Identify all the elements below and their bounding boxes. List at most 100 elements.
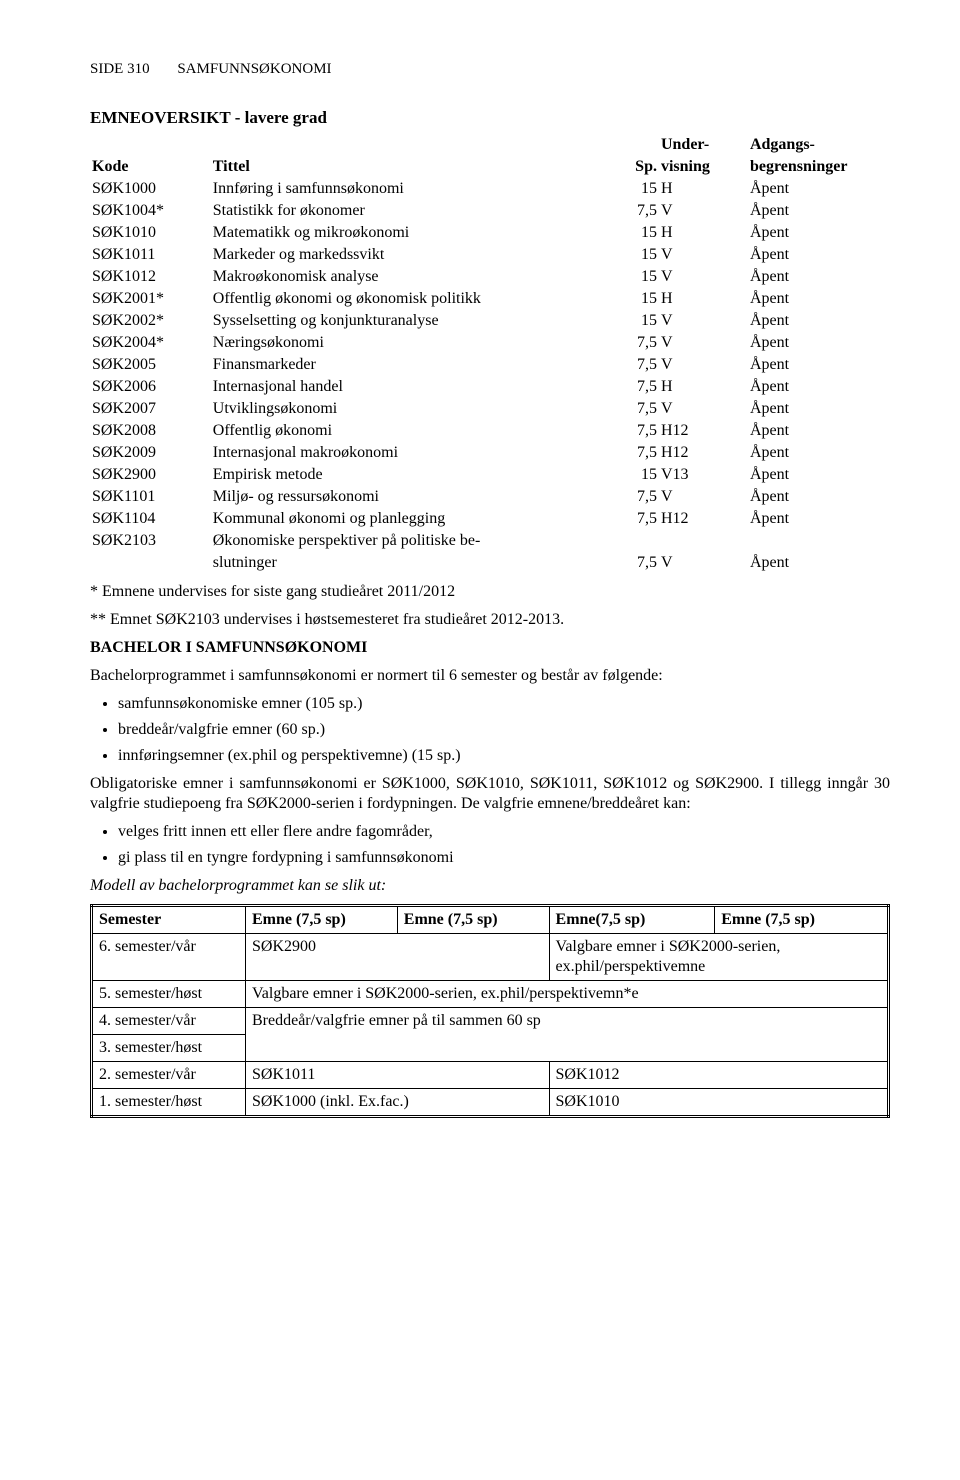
table-cell: Åpent [748, 332, 890, 354]
sem-row4-label: 4. semester/vår [92, 1008, 246, 1035]
table-row: SØK1010Matematikk og mikroøkonomi15HÅpen… [90, 222, 890, 244]
overview-title: EMNEOVERSIKT - lavere grad [90, 107, 890, 128]
table-cell: Åpent [748, 398, 890, 420]
sem-row6-c2a: Valgbare emner i SØK2000-serien, [556, 938, 781, 955]
table-cell: Statistikk for økonomer [211, 200, 607, 222]
sem-h3: Emne(7,5 sp) [549, 906, 715, 934]
table-cell: 15 [607, 464, 659, 486]
table-cell: SØK1004* [90, 200, 211, 222]
table-cell: Finansmarkeder [211, 354, 607, 376]
table-cell: Matematikk og mikroøkonomi [211, 222, 607, 244]
table-cell: Miljø- og ressursøkonomi [211, 486, 607, 508]
table-cell: H12 [659, 508, 748, 530]
table-cell: H [659, 178, 748, 200]
table-cell: Åpent [748, 310, 890, 332]
table-cell: 15 [607, 178, 659, 200]
table-cell: Åpent [748, 200, 890, 222]
table-cell: Markeder og markedssvikt [211, 244, 607, 266]
table-cell: V [659, 354, 748, 376]
table-cell: SØK2103 [90, 530, 211, 552]
sem-row2-c2: SØK1012 [549, 1062, 888, 1089]
col-ab-2: begrensninger [748, 156, 890, 178]
table-cell: Åpent [748, 420, 890, 442]
table-cell: 7,5 [607, 486, 659, 508]
sem-row6-c2b: ex.phil/perspektivemne [556, 958, 706, 975]
table-row: SØK2007Utviklingsøkonomi7,5VÅpent [90, 398, 890, 420]
table-cell: SØK2009 [90, 442, 211, 464]
list-item: velges fritt innen ett eller flere andre… [118, 822, 890, 842]
table-cell: SØK2002* [90, 310, 211, 332]
bachelor-intro: Bachelorprogrammet i samfunnsøkonomi er … [90, 666, 890, 686]
course-table: Kode Tittel Sp. Under- Adgangs- visning … [90, 134, 890, 574]
table-row: SØK2005Finansmarkeder7,5VÅpent [90, 354, 890, 376]
table-cell: Åpent [748, 552, 890, 574]
col-uv-2: visning [659, 156, 748, 178]
col-uv-1: Under- [659, 134, 748, 156]
table-cell: Åpent [748, 376, 890, 398]
table-cell: SØK1104 [90, 508, 211, 530]
table-cell: 7,5 [607, 508, 659, 530]
table-cell: Åpent [748, 354, 890, 376]
table-cell: Åpent [748, 442, 890, 464]
table-cell: V [659, 200, 748, 222]
table-cell: 15 [607, 310, 659, 332]
table-cell [607, 530, 659, 552]
table-cell: 7,5 [607, 376, 659, 398]
table-cell: SØK2004* [90, 332, 211, 354]
table-cell: V [659, 332, 748, 354]
table-cell: Åpent [748, 222, 890, 244]
table-cell: SØK2006 [90, 376, 211, 398]
model-caption: Modell av bachelorprogrammet kan se slik… [90, 876, 890, 896]
table-cell: Sysselsetting og konjunkturanalyse [211, 310, 607, 332]
table-cell: Empirisk metode [211, 464, 607, 486]
table-cell: 7,5 [607, 332, 659, 354]
col-kode: Kode [90, 134, 211, 178]
table-cell: SØK2008 [90, 420, 211, 442]
sem-h4: Emne (7,5 sp) [715, 906, 889, 934]
table-row: SØK2900Empirisk metode15V13Åpent [90, 464, 890, 486]
table-cell: 7,5 [607, 398, 659, 420]
sem-row2-c1: SØK1011 [246, 1062, 550, 1089]
note-star1: * Emnene undervises for siste gang studi… [90, 582, 890, 602]
table-cell: SØK1101 [90, 486, 211, 508]
table-cell: Innføring i samfunnsøkonomi [211, 178, 607, 200]
table-cell: Kommunal økonomi og planlegging [211, 508, 607, 530]
table-row: SØK1004*Statistikk for økonomer7,5VÅpent [90, 200, 890, 222]
table-cell: 15 [607, 222, 659, 244]
table-cell: V [659, 552, 748, 574]
table-row: SØK1011Markeder og markedssvikt15VÅpent [90, 244, 890, 266]
sem-row5-span: Valgbare emner i SØK2000-serien, ex.phil… [246, 981, 889, 1008]
table-cell: Økonomiske perspektiver på politiske be- [211, 530, 607, 552]
table-row: SØK1104Kommunal økonomi og planlegging7,… [90, 508, 890, 530]
page-number: SIDE 310 [90, 60, 150, 79]
list-item: samfunnsøkonomiske emner (105 sp.) [118, 694, 890, 714]
table-row: SØK2002*Sysselsetting og konjunkturanaly… [90, 310, 890, 332]
sem-row43-span: Breddeår/valgfrie emner på til sammen 60… [246, 1008, 889, 1062]
list-item: gi plass til en tyngre fordypning i samf… [118, 848, 890, 868]
table-row: SØK1012Makroøkonomisk analyse15VÅpent [90, 266, 890, 288]
table-cell: V [659, 310, 748, 332]
table-cell: V [659, 244, 748, 266]
table-cell: Offentlig økonomi og økonomisk politikk [211, 288, 607, 310]
table-cell: H [659, 288, 748, 310]
table-cell: V [659, 486, 748, 508]
table-cell: Åpent [748, 464, 890, 486]
table-cell: Åpent [748, 486, 890, 508]
table-cell: SØK2900 [90, 464, 211, 486]
table-cell: Åpent [748, 266, 890, 288]
table-row: SØK2009Internasjonal makroøkonomi7,5H12Å… [90, 442, 890, 464]
table-cell: 7,5 [607, 442, 659, 464]
table-cell: Åpent [748, 508, 890, 530]
table-cell: 15 [607, 266, 659, 288]
table-cell: Internasjonal makroøkonomi [211, 442, 607, 464]
sem-h0: Semester [92, 906, 246, 934]
sem-row6-label: 6. semester/vår [92, 934, 246, 981]
sem-row2-label: 2. semester/vår [92, 1062, 246, 1089]
table-cell [659, 530, 748, 552]
table-cell: H [659, 376, 748, 398]
table-cell: slutninger [211, 552, 607, 574]
table-row: SØK1000Innføring i samfunnsøkonomi15HÅpe… [90, 178, 890, 200]
table-cell: Internasjonal handel [211, 376, 607, 398]
bachelor-bullets-2: velges fritt innen ett eller flere andre… [90, 822, 890, 868]
table-cell: H [659, 222, 748, 244]
